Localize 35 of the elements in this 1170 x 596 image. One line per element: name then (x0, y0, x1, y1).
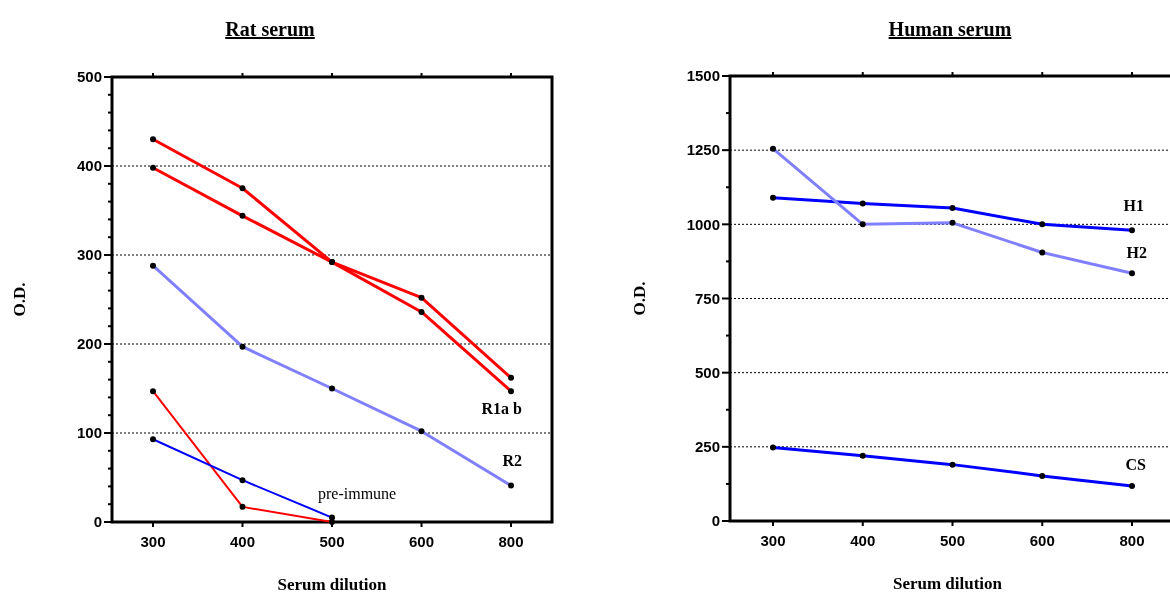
y-tick-label: 0 (93, 513, 102, 531)
x-tick-label: 300 (760, 532, 786, 549)
y-tick-label: 200 (76, 335, 102, 353)
x-tick-label: 500 (939, 532, 966, 549)
y-tick-label: 1000 (686, 215, 720, 233)
annotation: H1 (1123, 197, 1144, 214)
chart-title: Human serum (888, 18, 1012, 40)
y-tick-label: 500 (76, 68, 102, 86)
annotation: R1a b (481, 400, 523, 417)
annotation: R2 (502, 452, 522, 469)
annotation: H2 (1126, 244, 1147, 261)
y-tick-label: 750 (694, 289, 720, 307)
y-tick-label: 250 (694, 438, 720, 456)
x-axis-title: Serum dilution (892, 574, 1003, 593)
annotation: CS (1125, 456, 1147, 473)
x-axis-title: Serum dilution (277, 575, 388, 594)
x-tick-label: 600 (1029, 532, 1055, 549)
annotation: pre-immune (318, 485, 397, 503)
x-tick-label: 800 (1119, 532, 1145, 549)
y-tick-label: 400 (76, 157, 102, 175)
y-axis-title: O.D. (10, 282, 29, 317)
x-tick-label: 300 (140, 533, 166, 550)
x-tick-label: 600 (408, 533, 435, 550)
x-tick-label: 800 (498, 533, 524, 550)
y-tick-label: 300 (76, 246, 102, 264)
y-tick-label: 500 (694, 363, 720, 381)
x-tick-label: 500 (319, 533, 345, 550)
y-tick-label: 100 (76, 424, 102, 442)
x-tick-label: 400 (850, 532, 876, 549)
y-tick-label: 1500 (686, 67, 720, 85)
chart-title: Rat serum (225, 18, 316, 40)
y-tick-label: 1250 (686, 141, 720, 159)
y-tick-label: 0 (711, 512, 720, 530)
y-axis-title: O.D. (630, 281, 649, 316)
x-tick-label: 400 (229, 533, 256, 550)
